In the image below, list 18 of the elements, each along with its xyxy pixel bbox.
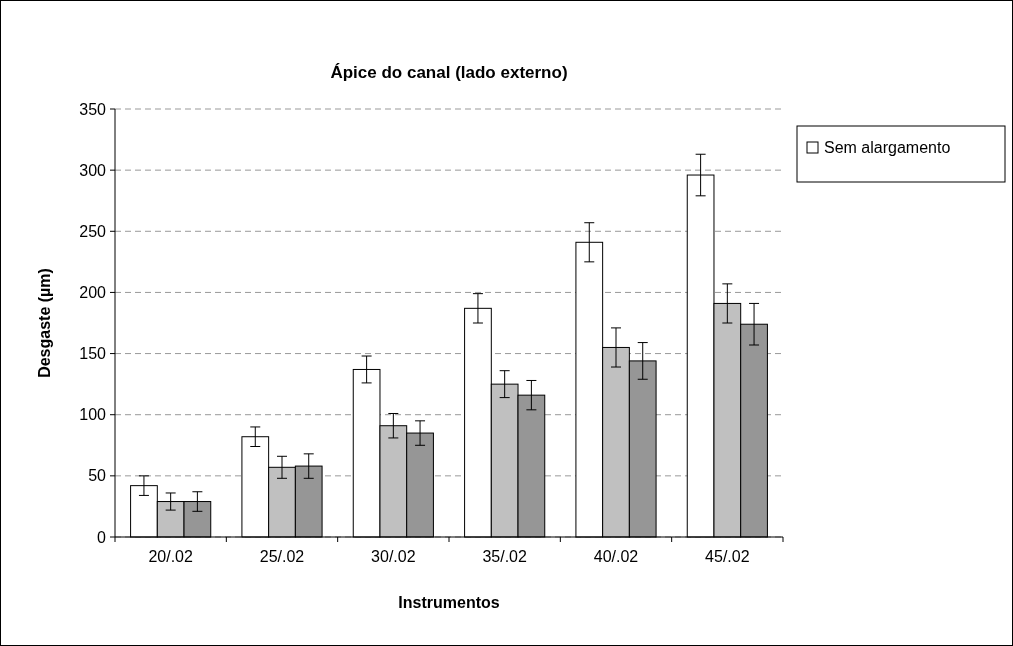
- x-axis-title: Instrumentos: [398, 594, 500, 611]
- x-tick-label: 20/.02: [148, 548, 194, 565]
- y-tick-label: 300: [79, 161, 107, 179]
- y-tick-label: 100: [79, 406, 107, 424]
- y-tick-label: 150: [79, 345, 107, 363]
- y-axis-title: Desgaste (µm): [36, 268, 53, 378]
- y-tick-label: 50: [88, 467, 107, 485]
- x-tick-label: 35/.02: [482, 548, 528, 565]
- y-tick-label: 250: [79, 222, 107, 240]
- x-tick-label: 40/.02: [593, 548, 639, 565]
- y-tick-label: 350: [79, 100, 107, 118]
- x-tick-label: 25/.02: [259, 548, 305, 565]
- x-tick-label: 45/.02: [705, 548, 750, 565]
- y-tick-label: 0: [97, 528, 107, 546]
- legend-label: Sem alargamento: [824, 139, 951, 156]
- x-tick-label: 30/.02: [371, 548, 416, 565]
- chart-title: Ápice do canal (lado externo): [330, 63, 568, 82]
- y-tick-label: 200: [79, 284, 107, 302]
